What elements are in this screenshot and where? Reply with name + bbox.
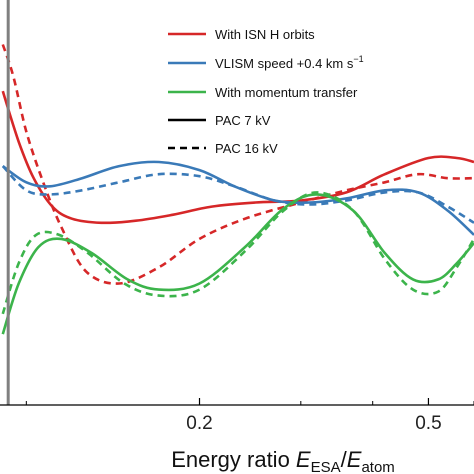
series-line-3: [1, 165, 474, 224]
series-line-5: [1, 191, 474, 315]
legend-label-momentum: With momentum transfer: [215, 85, 358, 100]
legend-item-momentum: With momentum transfer: [168, 85, 358, 100]
legend-item-pac16: PAC 16 kV: [168, 141, 278, 156]
legend-item-pac7: PAC 7 kV: [168, 113, 271, 128]
legend-item-vlism-speed: VLISM speed +0.4 km s−1: [168, 54, 364, 71]
x-axis-title-sub1: ESA: [311, 459, 341, 474]
x-axis-title-sub2: atom: [361, 459, 394, 474]
series-line-4: [1, 193, 474, 335]
legend-label-vlism-sup: −1: [353, 54, 363, 64]
x-axis-title: Energy ratio EESA/Eatom: [171, 447, 395, 474]
legend-label-pac7: PAC 7 kV: [215, 113, 271, 128]
legend-label-vlism-text: VLISM speed +0.4 km s: [215, 56, 354, 71]
x-axis-title-main: Energy ratio: [171, 447, 296, 472]
legend-item-isn-orbits: With ISN H orbits: [168, 27, 315, 42]
legend-label-vlism-speed: VLISM speed +0.4 km s−1: [215, 54, 364, 71]
series-layer: [1, 44, 474, 335]
x-axis-ticks: 0.2 0.5: [25, 398, 474, 434]
legend-label-pac16: PAC 16 kV: [215, 141, 278, 156]
legend-label-isn-orbits: With ISN H orbits: [215, 27, 315, 42]
x-tick-label-1: 0.5: [415, 413, 441, 434]
x-axis-title-e1: E: [296, 447, 311, 472]
x-tick-label-0: 0.2: [186, 413, 212, 434]
x-axis-title-slash: /: [341, 447, 348, 472]
x-axis-title-e2: E: [347, 447, 362, 472]
legend: With ISN H orbits VLISM speed +0.4 km s−…: [168, 27, 364, 156]
